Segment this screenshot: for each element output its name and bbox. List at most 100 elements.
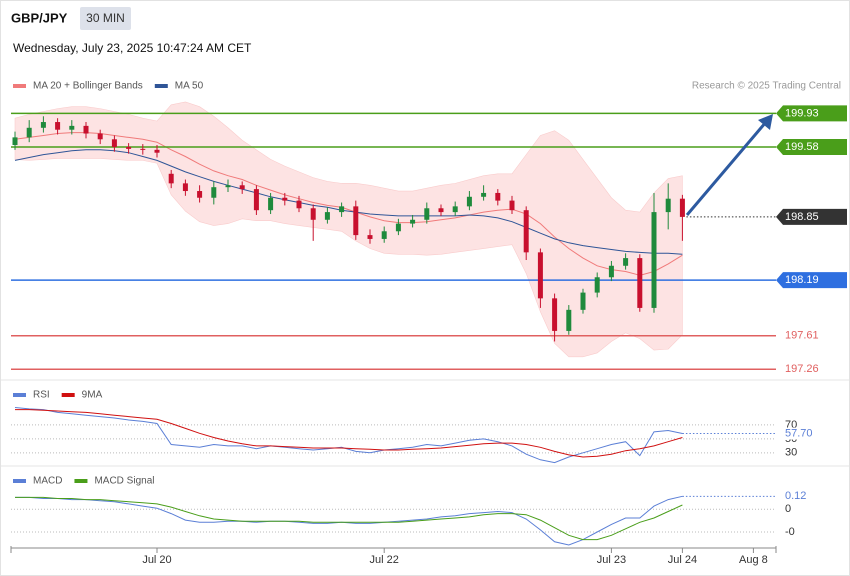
- time-label: Jul 20: [142, 554, 171, 566]
- level-badge: [776, 138, 847, 155]
- candle-body: [97, 133, 103, 140]
- level-badge: [776, 272, 847, 289]
- candle-body: [594, 277, 600, 293]
- candle-body: [12, 137, 18, 146]
- candle-body: [282, 197, 288, 201]
- candle-body: [466, 196, 472, 207]
- y-tick-label: 30: [785, 447, 797, 459]
- legend-swatch: [13, 479, 26, 483]
- indicator-line: [14, 149, 683, 255]
- candle-body: [438, 208, 444, 213]
- indicator-line: [14, 132, 683, 276]
- time-label: Jul 22: [370, 554, 399, 566]
- level-label: 198.19: [785, 274, 819, 286]
- candle-body: [154, 149, 160, 153]
- y-tick-label: 0: [785, 503, 791, 515]
- candle-body: [111, 139, 117, 147]
- legend-swatch: [13, 84, 26, 88]
- indicator-line: [14, 407, 683, 464]
- candle-body: [452, 206, 458, 213]
- legend-label: 9MA: [82, 390, 103, 401]
- level-label: 199.93: [785, 107, 819, 119]
- candle-body: [40, 122, 46, 128]
- candle-body: [665, 198, 671, 213]
- legend-swatch: [61, 393, 75, 397]
- indicator-line: [15, 495, 683, 546]
- timeframe-box: [80, 7, 131, 30]
- candle-body: [381, 231, 387, 239]
- legend-label: MACD Signal: [94, 476, 154, 487]
- legend-label: MA 50: [175, 81, 204, 92]
- credit: Research © 2025 Trading Central: [692, 81, 841, 92]
- time-label: Jul 23: [597, 554, 626, 566]
- candle-body: [310, 208, 316, 220]
- time-label: Jul 24: [668, 554, 697, 566]
- candle-body: [395, 223, 401, 232]
- last-value-bg: [783, 490, 817, 503]
- candle-body: [55, 122, 61, 130]
- level-badge: [776, 105, 847, 122]
- candle-body: [197, 191, 203, 198]
- candle-body: [523, 210, 529, 253]
- symbol: GBP/JPY: [11, 10, 68, 25]
- candle-body: [126, 146, 132, 149]
- candle-body: [140, 148, 146, 150]
- level-label: 197.26: [785, 363, 819, 375]
- candle-body: [353, 206, 359, 236]
- legend-label: RSI: [33, 390, 50, 401]
- candle-body: [481, 192, 487, 197]
- indicator-line: [15, 496, 683, 541]
- legend-swatch: [74, 479, 88, 483]
- candle-body: [168, 173, 174, 184]
- level-label: 199.58: [785, 141, 819, 153]
- candle-body: [637, 258, 643, 308]
- candle-body: [296, 200, 302, 209]
- candle-body: [410, 219, 416, 224]
- candle-body: [651, 212, 657, 308]
- candle-body: [566, 309, 572, 331]
- candle-body: [69, 125, 75, 130]
- level-label: 198.85: [785, 211, 819, 223]
- candle-body: [324, 212, 330, 220]
- forecast-arrowhead: [758, 114, 773, 130]
- last-value-label: 0.12: [785, 490, 806, 502]
- legend-label: MACD: [33, 476, 62, 487]
- candle-body: [26, 127, 32, 138]
- time-label: Aug 8: [739, 554, 768, 566]
- y-tick-label: -0: [785, 526, 795, 538]
- candle-body: [83, 125, 89, 134]
- legend-swatch: [13, 393, 26, 397]
- candle-body: [580, 292, 586, 310]
- last-value-label: 57.70: [785, 427, 813, 439]
- candle-body: [239, 185, 245, 190]
- plot: 199.93 199.58 198.85 198.19 197.61 197.26 MA 2…: [10, 81, 847, 566]
- timestamp: Wednesday, July 23, 2025 10:47:24 AM CET: [13, 41, 252, 55]
- indicator-line: [15, 409, 683, 458]
- legend-label: MA 20 + Bollinger Bands: [33, 81, 143, 92]
- candle-body: [495, 192, 501, 201]
- candle-body: [608, 265, 614, 278]
- timeframe: 30 MIN: [86, 11, 125, 25]
- level-badge: [776, 208, 847, 225]
- candle-body: [225, 185, 231, 188]
- candle-body: [253, 189, 259, 211]
- candle-body: [211, 187, 217, 198]
- candle-body: [623, 258, 629, 266]
- candle-body: [509, 200, 515, 211]
- candle-body: [537, 252, 543, 299]
- level-label: 197.61: [785, 330, 819, 342]
- candle-body: [339, 206, 345, 213]
- candle-body: [182, 183, 188, 192]
- candle-body: [552, 298, 558, 331]
- bollinger-band: [14, 101, 683, 358]
- candle-body: [367, 235, 373, 239]
- legend-swatch: [154, 84, 168, 88]
- candle-body: [679, 198, 685, 217]
- forecast-arrow: [685, 121, 768, 216]
- candle-body: [268, 197, 274, 211]
- last-value-bg: [783, 427, 817, 440]
- candle-body: [424, 208, 430, 220]
